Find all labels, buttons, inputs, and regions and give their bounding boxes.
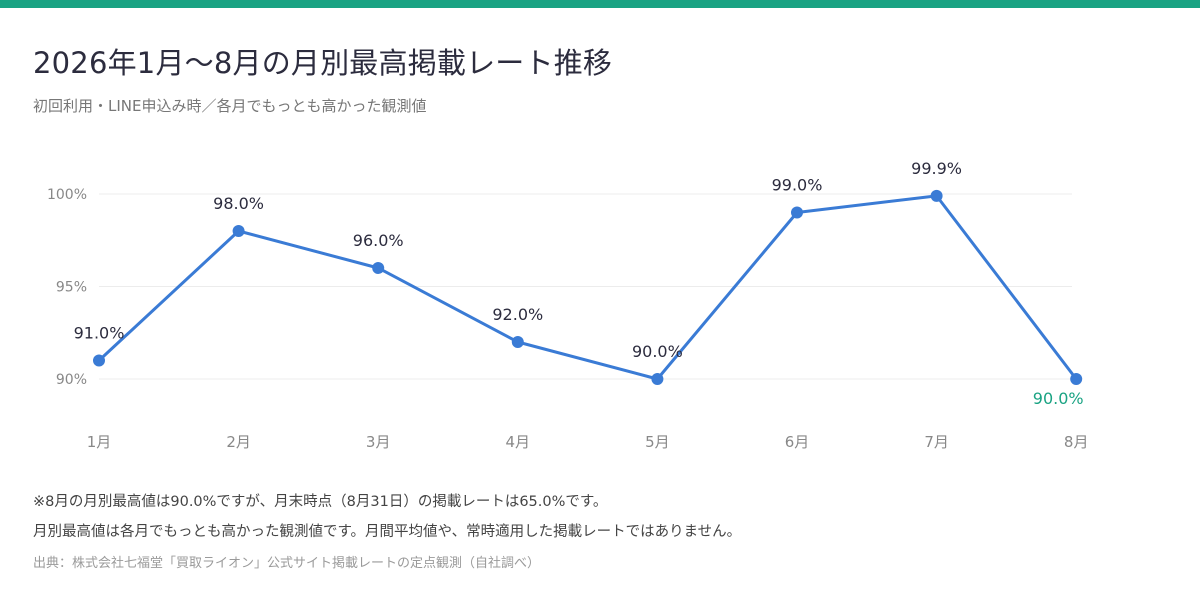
- y-tick-label: 100%: [47, 187, 87, 203]
- data-point-4: [511, 336, 524, 348]
- data-point-8: [1070, 373, 1083, 385]
- data-point-7: [930, 189, 943, 202]
- y-tick-label: 95%: [56, 280, 87, 296]
- data-label-6: 99.0%: [772, 176, 823, 195]
- data-label-4: 92.0%: [492, 305, 543, 324]
- data-point-3: [372, 262, 385, 274]
- data-label-5: 90.0%: [632, 342, 683, 361]
- x-tick-label: 8月: [1064, 433, 1089, 451]
- data-label-2: 98.0%: [213, 194, 264, 213]
- data-label-7: 99.9%: [911, 159, 962, 178]
- chart-title: 2026年1月〜8月の月別最高掲載レート推移: [33, 46, 613, 80]
- x-tick-label: 4月: [506, 433, 531, 451]
- data-point-1: [93, 354, 105, 367]
- chart-subtitle: 初回利用・LINE申込み時／各月でもっとも高かった観測値: [33, 97, 427, 115]
- footnote-august: ※8月の月別最高値は90.0%ですが、月末時点（8月31日）の掲載レートは65.…: [33, 494, 608, 510]
- x-tick-label: 1月: [87, 433, 112, 451]
- x-tick-label: 6月: [785, 433, 810, 451]
- x-tick-label: 7月: [924, 433, 949, 451]
- data-point-2: [232, 225, 245, 237]
- y-tick-label: 90%: [56, 372, 87, 388]
- data-label-1: 91.0%: [74, 324, 125, 343]
- x-tick-label: 5月: [645, 433, 670, 451]
- x-tick-label: 3月: [366, 433, 391, 451]
- data-point-6: [791, 206, 803, 219]
- top-accent-bar: [0, 0, 1200, 8]
- data-label-3: 96.0%: [353, 231, 404, 250]
- series-line: [97, 194, 1078, 381]
- x-tick-label: 2月: [226, 433, 251, 451]
- footnote-definition: 月別最高値は各月でもっとも高かった観測値です。月間平均値や、常時適用した掲載レー…: [33, 524, 742, 540]
- source-credit: 出典：株式会社七福堂「買取ライオン」公式サイト掲載レートの定点観測（自社調べ）: [33, 556, 541, 571]
- data-point-5: [651, 373, 664, 385]
- data-label-8: 90.0%: [1033, 389, 1084, 408]
